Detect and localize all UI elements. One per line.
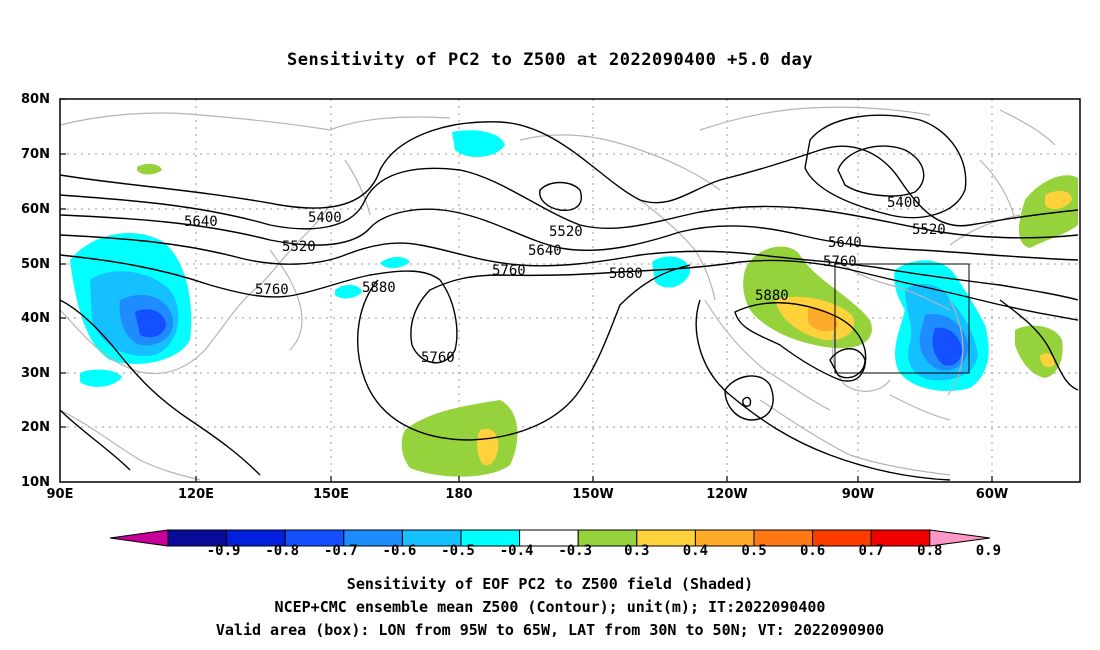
colorbar-tick-label: -0.8 [265,543,300,559]
lon-label: 120W [706,487,748,502]
contour-labels: 5400 5520 5640 5760 5880 5760 5520 5640 … [184,195,946,366]
gridlines [60,99,1080,482]
contour-label: 5760 [823,254,857,270]
contour-label: 5640 [528,243,562,259]
contour-label: 5400 [887,195,921,211]
lon-label: 150E [312,487,350,502]
colorbar-tick-label: -0.6 [382,543,417,559]
colorbar-tick-label: 0.5 [741,543,767,559]
colorbar-tick-label: -0.5 [441,543,475,559]
contour-label: 5760 [421,350,455,366]
lon-label: 60W [975,487,1009,502]
contour-label: 5880 [362,280,396,296]
contour-label: 5640 [828,235,862,251]
lat-label: 70N [21,147,50,162]
colorbar-tick-label: 0.6 [799,543,826,559]
colorbar-high-extension [929,529,991,547]
lat-label: 80N [21,92,50,107]
contour-label: 5520 [912,222,946,238]
contour-label: 5760 [255,282,289,298]
caption-shaded: Sensitivity of EOF PC2 to Z500 field (Sh… [346,575,754,593]
contour-label: 5760 [492,263,526,279]
colorbar-tick-label: 0.3 [624,543,650,559]
colorbar-tick-label: 0.8 [917,543,943,559]
colorbar-tick-label: -0.7 [323,543,358,559]
contour-label: 5880 [609,266,643,282]
coastlines [59,106,1056,481]
colorbar-tick-label: 0.7 [858,543,884,559]
caption-contour: NCEP+CMC ensemble mean Z500 (Contour); u… [274,598,826,616]
lat-label: 40N [21,311,50,326]
lat-label: 30N [21,366,50,381]
lon-label: 180 [445,487,473,502]
contour-label: 5520 [282,239,316,255]
colorbar-tick-label: -0.3 [558,543,593,559]
lat-label: 60N [21,202,50,217]
lon-label: 90W [841,487,875,502]
map-frame [59,98,1081,483]
contour-label: 5640 [184,214,218,230]
contour-label: 5520 [549,224,583,240]
lat-label: 10N [21,475,50,490]
colorbar-tick-label: -0.9 [206,543,241,559]
contour-label: 5400 [308,210,342,226]
lon-label: 90E [46,487,74,502]
lat-label: 20N [21,420,50,435]
colorbar-tick-label: 0.4 [682,543,709,559]
contour-label: 5880 [755,288,789,304]
caption-valid-area: Valid area (box): LON from 95W to 65W, L… [215,621,885,639]
colorbar-tick-label: 0.9 [975,543,1002,559]
positive-region-pacific [401,400,518,477]
colorbar-low-extension [109,529,169,547]
shaded-sensitivity [70,130,1078,477]
z500-contours [59,114,1079,481]
lon-label: 120E [177,487,215,502]
colorbar [109,529,991,547]
lon-label: 150W [572,487,614,502]
lat-label: 50N [21,257,50,272]
colorbar-tick-label: -0.4 [499,543,534,559]
valid-area-box [834,263,970,374]
map-title: Sensitivity of PC2 to Z500 at 2022090400… [286,50,813,70]
